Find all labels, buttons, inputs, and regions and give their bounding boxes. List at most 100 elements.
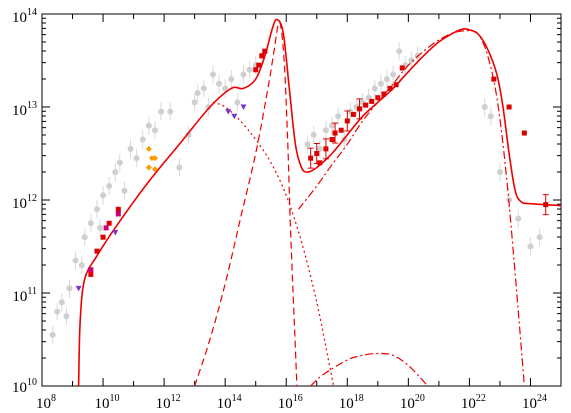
archive-point bbox=[408, 57, 415, 64]
red-data-point bbox=[344, 118, 350, 124]
archive-point bbox=[515, 215, 522, 222]
orange-data-point bbox=[145, 164, 152, 171]
red-data-point bbox=[387, 85, 393, 91]
archive-point bbox=[106, 183, 113, 190]
archive-point bbox=[481, 104, 488, 110]
red-data-point bbox=[543, 202, 549, 208]
x-tick-label: 108 bbox=[36, 393, 56, 412]
red-data-point bbox=[381, 91, 387, 97]
red-data-point bbox=[521, 130, 527, 136]
archive-point bbox=[176, 164, 183, 171]
plot-frame bbox=[41, 13, 562, 387]
archive-point bbox=[234, 99, 241, 106]
archive-point bbox=[527, 243, 534, 250]
red-data-point bbox=[314, 151, 320, 156]
archive-point bbox=[390, 71, 397, 78]
archive-point bbox=[87, 220, 94, 227]
magenta-data-point bbox=[103, 225, 109, 231]
archive-point bbox=[81, 234, 88, 241]
archive-point bbox=[222, 85, 229, 92]
axis-ticks bbox=[41, 13, 562, 387]
archive-points bbox=[49, 42, 543, 344]
archive-point bbox=[536, 234, 543, 241]
archive-point bbox=[158, 108, 165, 115]
archive-point bbox=[377, 80, 384, 87]
y-tick-label: 1010 bbox=[12, 377, 37, 396]
archive-point bbox=[49, 331, 56, 338]
red-data-point bbox=[317, 160, 323, 166]
red-data-point bbox=[338, 127, 344, 133]
archive-point bbox=[54, 308, 61, 315]
archive-point bbox=[78, 262, 85, 269]
archive-point bbox=[121, 187, 128, 194]
archive-point bbox=[167, 108, 174, 115]
archive-point bbox=[228, 76, 235, 83]
archive-point bbox=[496, 169, 503, 176]
archive-point bbox=[97, 224, 104, 231]
red-data-point bbox=[256, 62, 262, 68]
archive-point bbox=[93, 206, 100, 213]
red-data-point bbox=[262, 48, 268, 54]
orange-data-point bbox=[148, 155, 155, 162]
archive-point bbox=[72, 257, 79, 264]
red-data-point bbox=[399, 65, 405, 71]
purple-data-point bbox=[112, 230, 119, 236]
x-tick-label: 1014 bbox=[217, 393, 242, 412]
y-tick-label: 1013 bbox=[12, 100, 37, 119]
archive-point bbox=[246, 66, 253, 73]
red-data-point bbox=[363, 102, 369, 108]
orange-data-point bbox=[151, 166, 158, 173]
red-data-point bbox=[323, 146, 329, 152]
archive-point bbox=[209, 71, 216, 78]
orange-data-point bbox=[145, 145, 152, 152]
red-data-point bbox=[308, 155, 314, 161]
red-data-point bbox=[357, 106, 363, 112]
purple-data-point bbox=[75, 285, 82, 292]
archive-point bbox=[240, 71, 247, 78]
archive-point bbox=[310, 131, 317, 138]
x-tick-label: 1018 bbox=[339, 393, 364, 412]
archive-point bbox=[139, 136, 146, 143]
archive-point bbox=[66, 285, 73, 292]
red-data-point bbox=[329, 137, 335, 143]
axis-tick-labels: 108 1010 1012 1014 1016 1018 1020 1022 102410101… bbox=[12, 7, 547, 412]
archive-point bbox=[191, 99, 198, 106]
disk-component-curve bbox=[194, 21, 298, 387]
archive-point bbox=[205, 104, 212, 110]
x-tick-label: 1024 bbox=[522, 393, 547, 412]
red-data-point bbox=[506, 104, 512, 110]
orange-data-point bbox=[151, 155, 158, 162]
red-data-point bbox=[106, 220, 112, 226]
x-tick-label: 1010 bbox=[95, 393, 120, 412]
archive-point bbox=[151, 127, 158, 134]
x-tick-label: 1020 bbox=[400, 393, 425, 412]
synchrotron-component-curve bbox=[212, 101, 335, 387]
magenta-data-point bbox=[115, 211, 121, 217]
highlighted-points bbox=[75, 48, 549, 292]
archive-point bbox=[116, 159, 123, 166]
y-tick-label: 1011 bbox=[12, 286, 37, 305]
red-data-point bbox=[491, 76, 497, 82]
archive-point bbox=[127, 145, 134, 152]
red-data-point bbox=[94, 248, 100, 254]
red-data-point bbox=[88, 271, 94, 277]
purple-data-point bbox=[231, 113, 238, 120]
archive-point bbox=[133, 155, 140, 162]
archive-point bbox=[194, 90, 201, 97]
magenta-data-point bbox=[88, 267, 94, 273]
red-data-point bbox=[115, 206, 121, 212]
y-tick-label: 1014 bbox=[12, 7, 37, 26]
model-curves bbox=[77, 18, 562, 387]
archive-point bbox=[58, 299, 65, 306]
ssc-component-curve bbox=[297, 30, 525, 387]
red-data-point bbox=[100, 234, 106, 240]
red-data-point bbox=[332, 130, 338, 136]
archive-point bbox=[371, 85, 378, 92]
archive-point bbox=[100, 192, 107, 199]
archive-point bbox=[145, 122, 152, 129]
purple-data-point bbox=[225, 109, 232, 115]
red-data-point bbox=[375, 95, 381, 101]
red-data-point bbox=[259, 53, 265, 59]
x-tick-label: 1012 bbox=[156, 393, 181, 412]
